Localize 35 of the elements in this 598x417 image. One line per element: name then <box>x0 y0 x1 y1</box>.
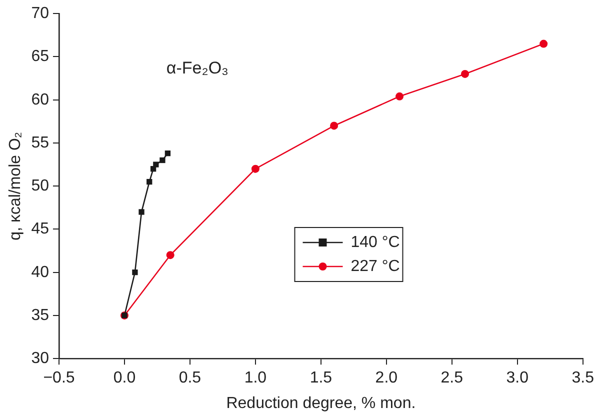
y-tick-label: 60 <box>31 91 50 108</box>
legend-label: 227 °C <box>350 258 400 275</box>
point <box>330 122 338 130</box>
point <box>153 162 159 168</box>
y-tick-label: 65 <box>31 48 50 66</box>
y-tick-label: 30 <box>31 350 50 368</box>
point <box>540 40 548 48</box>
y-tick-label: 35 <box>31 306 50 324</box>
y-tick-label: 55 <box>31 134 50 152</box>
point <box>132 270 138 276</box>
point <box>166 251 174 260</box>
point <box>251 164 260 173</box>
x-tick-label: 1.0 <box>244 370 267 387</box>
y-tick-label: 40 <box>31 264 50 281</box>
legend-label: 140 °C <box>350 234 400 251</box>
x-tick-label: −0.5 <box>43 370 75 387</box>
point <box>138 209 144 215</box>
point <box>146 178 152 185</box>
point <box>461 70 470 78</box>
x-tick-label: 3.5 <box>572 370 594 387</box>
x-tick-label: 2.5 <box>440 370 464 387</box>
x-tick-label: 2.0 <box>375 370 398 387</box>
point <box>396 92 404 100</box>
x-tick-label: 0.0 <box>113 370 136 387</box>
x-tick-label: 3.0 <box>506 370 529 387</box>
x-axis-title: Reduction degree, % mon. <box>226 394 416 412</box>
y-tick-label: 70 <box>31 5 50 22</box>
y-axis-title: q, κcal/mole O₂ <box>7 132 24 240</box>
point <box>164 150 171 156</box>
y-tick-label: 45 <box>31 220 50 238</box>
annotation: α-Fe₂O₃ <box>166 58 228 78</box>
y-tick-label: 50 <box>31 178 50 195</box>
point <box>160 157 166 164</box>
x-tick-label: 1.5 <box>310 370 332 387</box>
x-tick-label: 0.5 <box>178 370 202 387</box>
